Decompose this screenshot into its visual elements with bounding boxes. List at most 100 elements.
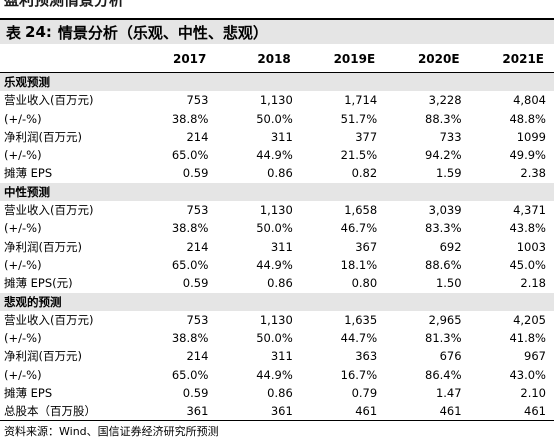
row-label: (+/-%) — [4, 221, 42, 236]
column-header: 2019E — [300, 46, 386, 73]
table-cell: 461 — [355, 404, 378, 419]
table-cell: 0.59 — [182, 386, 209, 401]
table-cell: 967 — [524, 349, 546, 364]
table-row: 摊薄 EPS 0.59 0.86 0.82 1.59 2.38 — [0, 164, 554, 182]
table-row: 营业收入(百万元) 753 1,130 1,635 2,965 4,205 — [0, 311, 554, 329]
table-title: 表 24: 情景分析（乐观、中性、悲观） — [0, 18, 554, 44]
table-cell: 1099 — [516, 129, 546, 144]
header-row: 2017 2018 2019E 2020E 2021E — [0, 46, 554, 73]
table-cell: 753 — [186, 203, 209, 218]
table-row: (+/-%) 65.0% 44.9% 21.5% 94.2% 49.9% — [0, 146, 554, 164]
table-body: 乐观预测 营业收入(百万元) 753 1,130 1,714 3,228 4,804 (+/-… — [0, 72, 554, 421]
table-cell: 43.8% — [509, 221, 546, 236]
table-cell: 83.3% — [425, 221, 462, 236]
column-header: 2020E — [385, 46, 470, 73]
section-fill-cell — [132, 182, 217, 202]
table-cell: 2,965 — [428, 312, 462, 327]
section-fill-cell — [385, 72, 470, 92]
table-cell: 676 — [439, 349, 462, 364]
table-row: 营业收入(百万元) 753 1,130 1,658 3,039 4,371 — [0, 201, 554, 219]
table-cell: 2.10 — [520, 386, 546, 401]
section-fill-cell — [469, 182, 554, 202]
row-label: 摊薄 EPS — [4, 166, 53, 181]
section-header-row: 悲观的预测 — [0, 292, 554, 311]
table-cell: 44.9% — [256, 367, 293, 382]
table-cell: 1.59 — [435, 166, 462, 181]
table-cell: 1,130 — [259, 312, 293, 327]
section-title: 悲观的预测 — [0, 292, 132, 311]
table-cell: 0.86 — [267, 386, 293, 401]
table-cell: 4,371 — [513, 203, 546, 218]
table-cell: 0.86 — [267, 166, 293, 181]
table-cell: 0.79 — [351, 386, 378, 401]
table-cell: 0.59 — [182, 276, 209, 291]
table-cell: 461 — [439, 404, 462, 419]
section-title: 中性预测 — [0, 182, 132, 202]
table-cell: 41.8% — [509, 331, 546, 346]
section-fill-cell — [216, 72, 301, 92]
section-fill-cell — [216, 292, 301, 311]
table-cell: 2.18 — [520, 276, 546, 291]
table-cell: 4,804 — [513, 93, 546, 108]
table-cell: 49.9% — [509, 148, 546, 163]
table-cell: 1,658 — [344, 203, 378, 218]
table-cell: 3,039 — [428, 203, 462, 218]
table-cell: 363 — [355, 349, 378, 364]
table-cell: 46.7% — [340, 221, 378, 236]
table-row: (+/-%) 38.8% 50.0% 46.7% 83.3% 43.8% — [0, 219, 554, 237]
table-cell: 377 — [355, 129, 378, 144]
table-cell: 2.38 — [520, 166, 546, 181]
table-title-prefix: 表 — [6, 23, 22, 42]
table-cell: 81.3% — [425, 331, 462, 346]
table-cell: 692 — [439, 239, 462, 254]
table-cell: 214 — [186, 349, 209, 364]
row-label: (+/-%) — [4, 331, 42, 346]
table-cell: 44.7% — [340, 331, 378, 346]
scenario-table: 2017 2018 2019E 2020E 2021E 乐观预测 营业收入(百万元… — [0, 46, 554, 421]
row-label: 净利润(百万元) — [4, 239, 82, 254]
table-cell: 0.80 — [351, 276, 378, 291]
section-fill-cell — [469, 72, 554, 92]
table-cell: 361 — [186, 404, 209, 419]
section-fill-cell — [216, 182, 301, 202]
table-row: 摊薄 EPS 0.59 0.86 0.79 1.47 2.10 — [0, 384, 554, 402]
table-cell: 88.3% — [425, 111, 462, 126]
table-cell: 753 — [186, 93, 209, 108]
table-title-text: 情景分析（乐观、中性、悲观） — [57, 23, 268, 42]
row-label: 净利润(百万元) — [4, 349, 82, 364]
row-label: 总股本（百万股） — [4, 404, 96, 419]
table-cell: 0.86 — [267, 276, 293, 291]
row-label: (+/-%) — [4, 111, 42, 126]
table-cell: 16.7% — [340, 367, 378, 382]
table-cell: 50.0% — [256, 111, 293, 126]
table-cell: 1,635 — [344, 312, 378, 327]
table-cell: 4,205 — [513, 312, 546, 327]
table-row: (+/-%) 38.8% 50.0% 44.7% 81.3% 41.8% — [0, 329, 554, 347]
table-row: 净利润(百万元) 214 311 377 733 1099 — [0, 128, 554, 146]
table-cell: 0.59 — [182, 166, 209, 181]
footer-divider — [0, 420, 554, 421]
table-row: (+/-%) 65.0% 44.9% 16.7% 86.4% 43.0% — [0, 366, 554, 384]
table-cell: 94.2% — [425, 148, 462, 163]
row-label: 摊薄 EPS — [4, 386, 53, 401]
table-cell: 38.8% — [171, 221, 209, 236]
table-cell: 1,130 — [259, 93, 293, 108]
section-fill-cell — [300, 72, 386, 92]
row-label: (+/-%) — [4, 367, 42, 382]
row-label: 净利润(百万元) — [4, 129, 82, 144]
table-cell: 48.8% — [509, 111, 546, 126]
table-row: 总股本（百万股） 361 361 461 461 461 — [0, 402, 554, 420]
table-cell: 214 — [186, 129, 209, 144]
table-cell: 1.47 — [435, 386, 462, 401]
table-cell: 86.4% — [425, 367, 462, 382]
table-cell: 65.0% — [171, 257, 209, 272]
table-cell: 311 — [270, 239, 293, 254]
section-fill-cell — [385, 182, 470, 202]
row-label: (+/-%) — [4, 257, 42, 272]
row-label: 摊薄 EPS(元) — [4, 276, 73, 291]
table-cell: 1,714 — [344, 93, 378, 108]
table-cell: 65.0% — [171, 148, 209, 163]
table-cell: 753 — [186, 312, 209, 327]
table-cell: 88.6% — [425, 257, 462, 272]
table-cell: 50.0% — [256, 331, 293, 346]
